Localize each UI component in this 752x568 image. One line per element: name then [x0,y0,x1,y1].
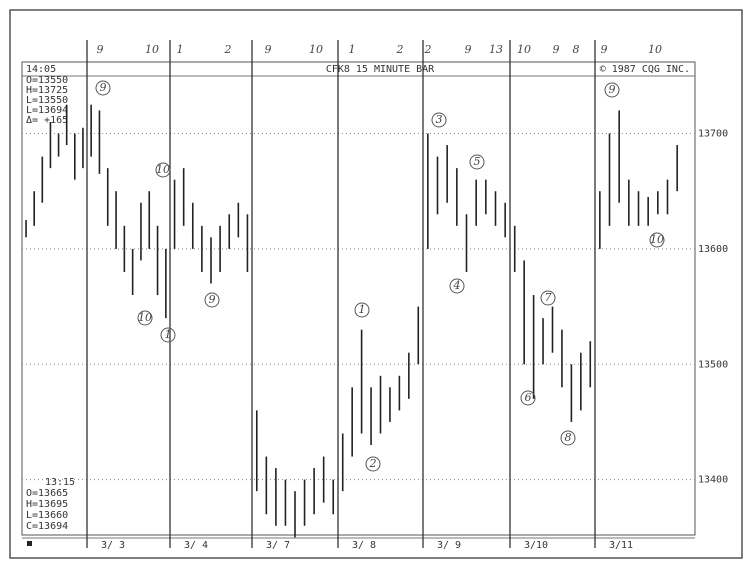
note-circle [365,456,381,472]
handwritten-note: 1 [349,43,356,56]
handwritten-note: 9 [265,43,272,56]
handwritten-note: 1 [359,303,366,316]
handwritten-note: 9 [97,43,104,56]
x-tick-label: 3/ 9 [437,540,461,551]
x-tick-label: 3/ 8 [352,540,376,551]
handwritten-note: 9 [465,43,472,56]
copyright: © 1987 CQG INC. [600,64,690,75]
handwritten-note: 10 [517,43,531,56]
note-circle [469,154,485,170]
chart-title: CFK8 15 MINUTE BAR [326,64,435,75]
handwritten-note: 10 [648,43,662,56]
y-tick-label: 13700 [698,129,728,140]
note-circle [520,390,536,406]
handwritten-note: 9 [100,81,107,94]
x-tick-label: 3/10 [524,540,548,551]
handwritten-note: 10 [309,43,323,56]
time-label: 14:05 [26,64,56,75]
y-tick-label: 13500 [698,359,728,370]
x-tick-label: 3/ 4 [184,540,208,551]
handwritten-note: 8 [565,431,572,444]
note-circle [449,278,465,294]
summary-line: O=13550 [26,75,68,86]
x-tick-label: 3/ 3 [101,540,125,551]
note-circle [560,430,576,446]
handwritten-note: 1 [177,43,184,56]
note-circle [649,232,665,248]
handwritten-note: 10 [650,233,664,246]
handwritten-note: 2 [424,43,432,56]
handwritten-note: 10 [156,163,170,176]
plot-frame [21,61,696,536]
handwritten-note: 2 [396,43,404,56]
x-tick-label: 3/ 7 [266,540,290,551]
handwritten-note: 9 [601,43,608,56]
frame [9,9,743,559]
cursor-box [27,541,32,546]
handwritten-note: 2 [224,43,232,56]
handwritten-note: 5 [474,155,481,168]
handwritten-note: 8 [573,43,580,56]
handwritten-note: 2 [369,457,377,470]
summary-line: H=13725 [26,85,68,96]
x-tick-label: 3/11 [609,540,633,551]
last-summary-line: L=13660 [26,510,68,521]
handwritten-note: 6 [525,391,532,404]
note-circle [137,310,153,326]
handwritten-note: 4 [453,279,461,292]
note-circle [204,292,220,308]
handwritten-note: 9 [209,293,216,306]
last-time: 13:15 [45,477,75,488]
note-circle [160,327,176,343]
handwritten-note: 9 [609,83,616,96]
note-circle [540,290,556,306]
handwritten-note: 9 [553,43,560,56]
summary-line: L=13694 [26,105,68,116]
note-circle [604,82,620,98]
handwritten-note: 1 [165,328,172,341]
handwritten-note: 7 [545,291,552,304]
handwritten-note: 10 [138,311,152,324]
last-summary-line: H=13695 [26,499,68,510]
note-circle [155,162,171,178]
note-circle [354,302,370,318]
y-tick-label: 13600 [698,244,728,255]
handwritten-note: 3 [436,113,443,126]
last-summary-line: O=13665 [26,488,68,499]
note-circle [431,112,447,128]
summary-line: Δ= +165 [26,115,68,126]
last-summary-line: C=13694 [26,521,68,532]
summary-line: L=13550 [26,95,68,106]
handwritten-note: 13 [489,43,503,56]
note-circle [95,80,111,96]
y-tick-label: 13400 [698,475,728,486]
handwritten-note: 10 [145,43,159,56]
